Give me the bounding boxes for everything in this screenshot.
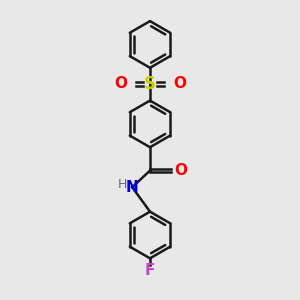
Text: O: O: [174, 163, 187, 178]
Text: S: S: [144, 75, 156, 93]
Text: F: F: [145, 263, 155, 278]
Text: N: N: [126, 180, 139, 195]
Text: O: O: [114, 76, 127, 92]
Text: O: O: [173, 76, 186, 92]
Text: H: H: [117, 178, 127, 191]
